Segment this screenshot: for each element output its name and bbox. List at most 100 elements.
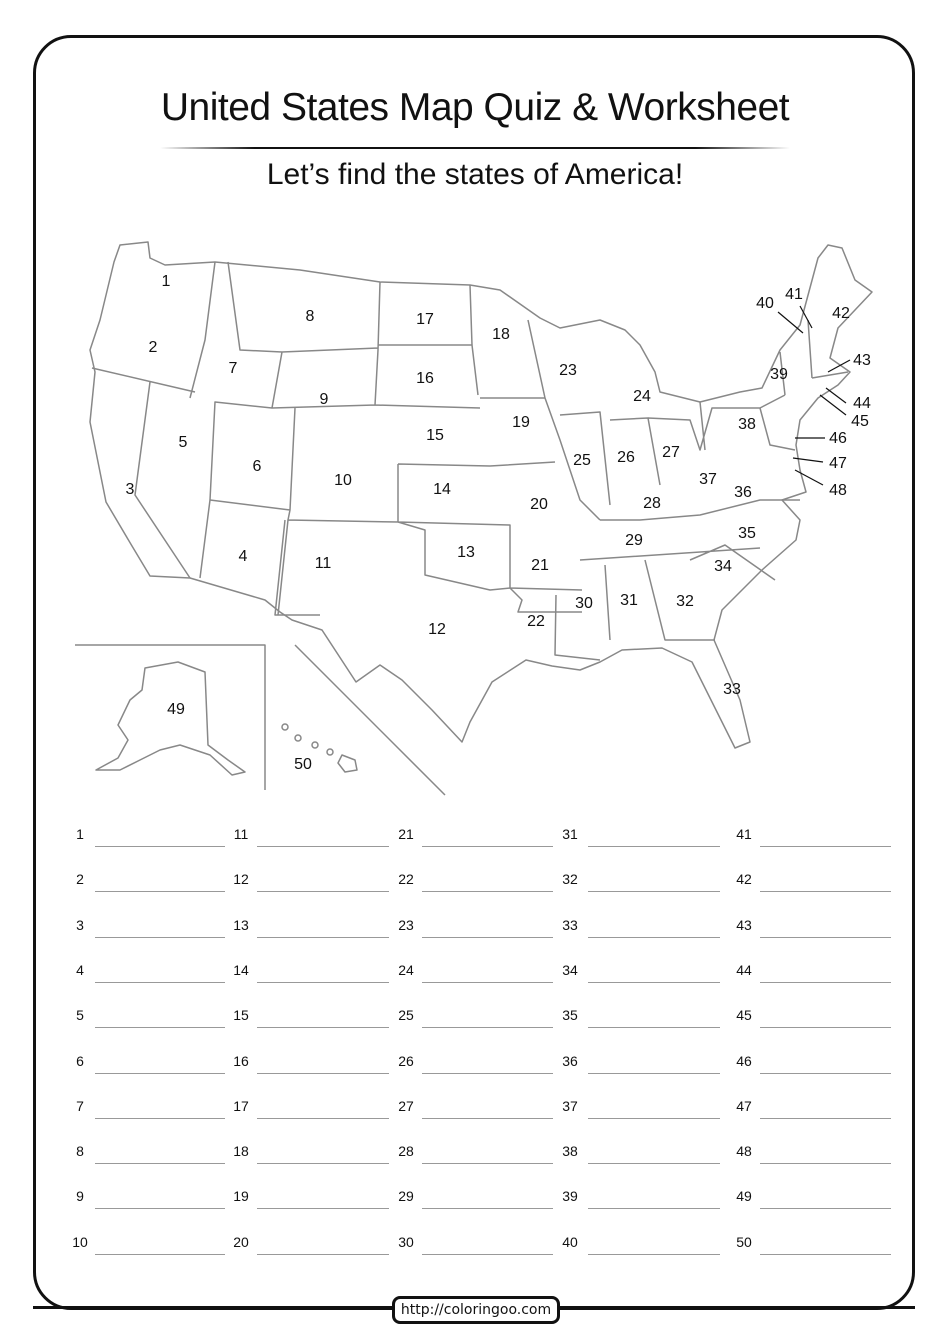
answer-line[interactable] — [257, 981, 389, 983]
answer-line[interactable] — [422, 936, 553, 938]
footer-url: http://coloringoo.com — [392, 1296, 560, 1324]
answer-line[interactable] — [760, 936, 891, 938]
answer-number: 26 — [398, 1052, 414, 1069]
state-number-label: 39 — [770, 366, 788, 383]
answer-line[interactable] — [95, 891, 225, 893]
answer-number: 7 — [76, 1097, 84, 1114]
state-number-label: 20 — [530, 496, 548, 513]
state-number-label: 30 — [575, 595, 593, 612]
answer-number: 9 — [76, 1188, 84, 1205]
state-number-label: 11 — [314, 555, 332, 572]
state-number-label: 3 — [125, 481, 135, 498]
state-number-label: 31 — [620, 592, 638, 609]
answer-line[interactable] — [760, 1208, 891, 1210]
answer-line[interactable] — [95, 1072, 225, 1074]
state-number-label: 16 — [416, 370, 434, 387]
answer-line[interactable] — [422, 1208, 553, 1210]
state-number-label: 6 — [252, 458, 262, 475]
answer-number: 48 — [736, 1143, 752, 1160]
answer-number: 35 — [562, 1007, 578, 1024]
answer-number: 12 — [233, 871, 249, 888]
answer-line[interactable] — [257, 1163, 389, 1165]
answer-line[interactable] — [257, 1117, 389, 1119]
answer-line[interactable] — [95, 936, 225, 938]
state-number-label: 43 — [853, 352, 871, 369]
answer-number: 21 — [398, 826, 414, 842]
answer-line[interactable] — [760, 1027, 891, 1029]
state-number-label: 44 — [853, 395, 871, 412]
answer-line[interactable] — [588, 981, 720, 983]
answer-line[interactable] — [422, 891, 553, 893]
answer-number: 44 — [736, 961, 752, 978]
answer-line[interactable] — [760, 846, 891, 847]
state-number-label: 1 — [161, 273, 171, 290]
answer-number: 10 — [72, 1233, 88, 1250]
answer-line[interactable] — [760, 1072, 891, 1074]
label-pointers — [777, 305, 851, 486]
answer-number: 24 — [398, 961, 414, 978]
answer-line[interactable] — [760, 1163, 891, 1165]
answer-line[interactable] — [257, 1027, 389, 1029]
state-number-label: 17 — [416, 311, 434, 328]
answer-line[interactable] — [257, 846, 389, 847]
state-number-label: 21 — [531, 557, 549, 574]
state-number-label: 12 — [428, 621, 446, 638]
answer-line[interactable] — [760, 981, 891, 983]
answer-number: 41 — [736, 826, 752, 842]
us-map — [75, 241, 873, 796]
answer-line[interactable] — [588, 1117, 720, 1119]
answer-number: 4 — [76, 961, 84, 978]
answer-line[interactable] — [588, 1163, 720, 1165]
title-divider — [160, 147, 790, 149]
answer-number: 8 — [76, 1143, 84, 1160]
answer-line[interactable] — [422, 846, 553, 847]
answer-line[interactable] — [588, 1027, 720, 1029]
answer-line[interactable] — [588, 936, 720, 938]
answer-line[interactable] — [257, 1208, 389, 1210]
answer-number: 23 — [398, 916, 414, 933]
answer-line[interactable] — [422, 1027, 553, 1029]
answer-line[interactable] — [588, 1208, 720, 1210]
answer-line[interactable] — [257, 1253, 389, 1255]
answer-line[interactable] — [760, 1253, 891, 1255]
state-number-label: 2 — [148, 339, 158, 356]
state-number-label: 36 — [734, 484, 752, 501]
answer-number: 39 — [562, 1188, 578, 1205]
answer-line[interactable] — [760, 1117, 891, 1119]
state-number-label: 27 — [662, 444, 680, 461]
state-number-label: 35 — [738, 525, 756, 542]
answer-line[interactable] — [422, 1117, 553, 1119]
answer-number: 18 — [233, 1143, 249, 1160]
state-number-label: 18 — [492, 326, 510, 343]
answer-number: 6 — [76, 1052, 84, 1069]
state-number-label: 32 — [676, 593, 694, 610]
answer-number: 47 — [736, 1097, 752, 1114]
answer-line[interactable] — [95, 1163, 225, 1165]
answer-line[interactable] — [95, 1117, 225, 1119]
answer-line[interactable] — [95, 846, 225, 847]
answer-line[interactable] — [760, 891, 891, 893]
answer-line[interactable] — [95, 1027, 225, 1029]
answer-line[interactable] — [95, 981, 225, 983]
answer-line[interactable] — [588, 1072, 720, 1074]
answer-line[interactable] — [422, 981, 553, 983]
answer-number: 50 — [736, 1233, 752, 1250]
answer-line[interactable] — [257, 1072, 389, 1074]
state-number-label: 13 — [457, 544, 475, 561]
answer-line[interactable] — [95, 1253, 225, 1255]
answer-line[interactable] — [257, 936, 389, 938]
answer-line[interactable] — [95, 1208, 225, 1210]
state-number-label: 46 — [829, 430, 847, 447]
state-number-label: 38 — [738, 416, 756, 433]
answer-line[interactable] — [257, 891, 389, 893]
answer-line[interactable] — [422, 1072, 553, 1074]
answer-line[interactable] — [422, 1163, 553, 1165]
answer-number: 14 — [233, 961, 249, 978]
answer-line[interactable] — [588, 1253, 720, 1255]
answer-line[interactable] — [588, 846, 720, 847]
answer-line[interactable] — [588, 891, 720, 893]
state-number-label: 22 — [527, 613, 545, 630]
state-number-label: 15 — [426, 427, 444, 444]
answer-number: 31 — [562, 826, 578, 842]
answer-line[interactable] — [422, 1253, 553, 1255]
